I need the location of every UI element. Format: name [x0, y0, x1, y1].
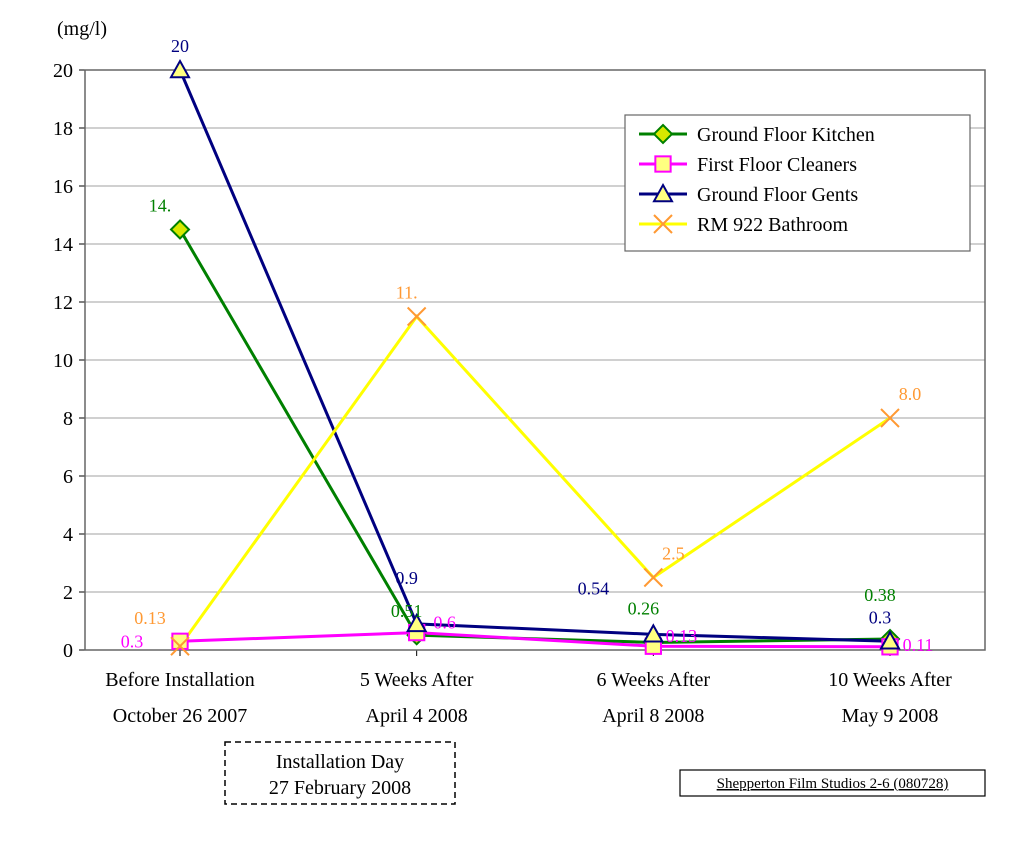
svg-text:2: 2	[63, 582, 73, 604]
svg-text:0.3: 0.3	[121, 631, 144, 651]
svg-text:20: 20	[53, 60, 73, 82]
svg-text:6: 6	[63, 466, 73, 488]
svg-text:Ground Floor Kitchen: Ground Floor Kitchen	[697, 124, 875, 146]
svg-text:12: 12	[53, 292, 73, 314]
svg-text:20: 20	[171, 36, 189, 56]
svg-text:0.38: 0.38	[864, 585, 896, 605]
svg-text:5 Weeks After: 5 Weeks After	[360, 669, 474, 691]
svg-text:6 Weeks After: 6 Weeks After	[597, 669, 711, 691]
svg-text:0.11: 0.11	[903, 635, 934, 655]
svg-text:10: 10	[53, 350, 73, 372]
svg-text:8.0: 8.0	[899, 384, 922, 404]
svg-text:April 8 2008: April 8 2008	[602, 705, 704, 727]
svg-text:Installation Day: Installation Day	[276, 751, 404, 773]
svg-text:0.13: 0.13	[134, 608, 166, 628]
svg-text:Shepperton Film Studios 2-6 (0: Shepperton Film Studios 2-6 (080728)	[717, 776, 949, 792]
svg-text:27 February 2008: 27 February 2008	[269, 777, 411, 799]
svg-text:2.5: 2.5	[662, 544, 685, 564]
chart-container: (mg/l)0246810121416182014.0.510.260.380.…	[30, 10, 1000, 850]
svg-text:16: 16	[53, 176, 73, 198]
svg-text:18: 18	[53, 118, 73, 140]
svg-text:14: 14	[53, 234, 73, 256]
svg-text:8: 8	[63, 408, 73, 430]
svg-text:0.51: 0.51	[391, 601, 423, 621]
svg-text:0.9: 0.9	[395, 568, 418, 588]
svg-text:4: 4	[63, 524, 73, 546]
svg-text:0.6: 0.6	[433, 613, 456, 633]
svg-text:(mg/l): (mg/l)	[57, 18, 107, 40]
svg-text:First Floor Cleaners: First Floor Cleaners	[697, 154, 857, 176]
svg-text:14.: 14.	[149, 196, 172, 216]
svg-text:0.3: 0.3	[869, 607, 892, 627]
svg-text:0.26: 0.26	[628, 598, 660, 618]
svg-text:RM 922 Bathroom: RM 922 Bathroom	[697, 214, 849, 236]
svg-text:May 9 2008: May 9 2008	[842, 705, 939, 727]
svg-text:April 4 2008: April 4 2008	[366, 705, 468, 727]
svg-text:0: 0	[63, 640, 73, 662]
svg-text:Ground Floor Gents: Ground Floor Gents	[697, 184, 858, 206]
svg-text:10 Weeks After: 10 Weeks After	[828, 669, 952, 691]
svg-text:11.: 11.	[396, 283, 418, 303]
svg-text:0.13: 0.13	[666, 626, 698, 646]
svg-text:0.54: 0.54	[578, 578, 610, 598]
svg-text:October 26 2007: October 26 2007	[113, 705, 247, 727]
svg-text:Before Installation: Before Installation	[105, 669, 254, 691]
chart-svg: (mg/l)0246810121416182014.0.510.260.380.…	[30, 10, 1000, 850]
